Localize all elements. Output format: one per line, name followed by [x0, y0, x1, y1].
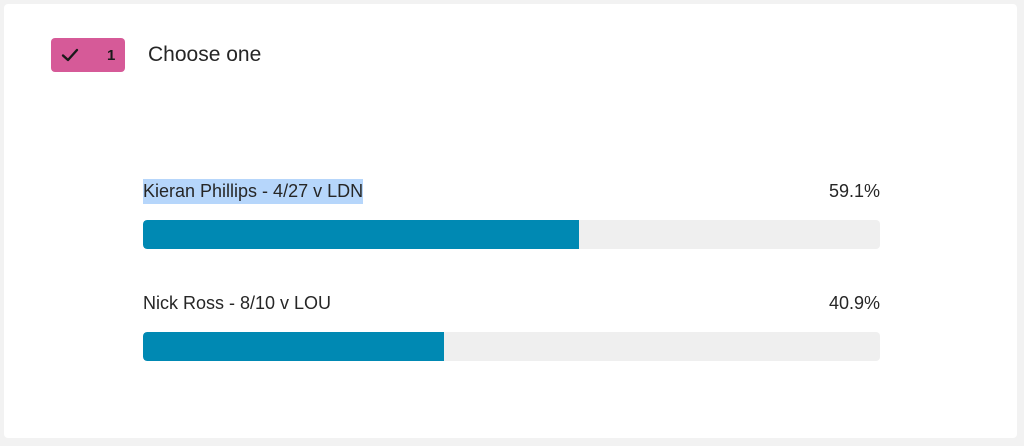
result-bar-fill — [143, 220, 579, 249]
poll-option: Nick Ross - 8/10 v LOU 40.9% — [143, 288, 880, 400]
option-percent: 59.1% — [828, 180, 880, 201]
result-bar-fill — [143, 332, 445, 361]
checkmark-icon — [61, 46, 79, 64]
question-title: Choose one — [148, 43, 262, 66]
option-label: Kieran Phillips - 4/27 v LDN — [143, 178, 364, 204]
badge-count: 1 — [107, 46, 116, 64]
result-bar-track — [143, 332, 880, 361]
option-percent: 40.9% — [828, 292, 880, 313]
poll-option: Kieran Phillips - 4/27 v LDN 59.1% — [143, 176, 880, 288]
result-bar-track — [143, 220, 880, 249]
poll-options: Kieran Phillips - 4/27 v LDN 59.1% Nick … — [143, 176, 880, 400]
answered-badge: 1 — [51, 38, 125, 72]
poll-results-card: 1 Choose one Kieran Phillips - 4/27 v LD… — [4, 4, 1017, 438]
question-header: 1 Choose one — [51, 38, 261, 72]
option-label: Nick Ross - 8/10 v LOU — [143, 292, 332, 313]
